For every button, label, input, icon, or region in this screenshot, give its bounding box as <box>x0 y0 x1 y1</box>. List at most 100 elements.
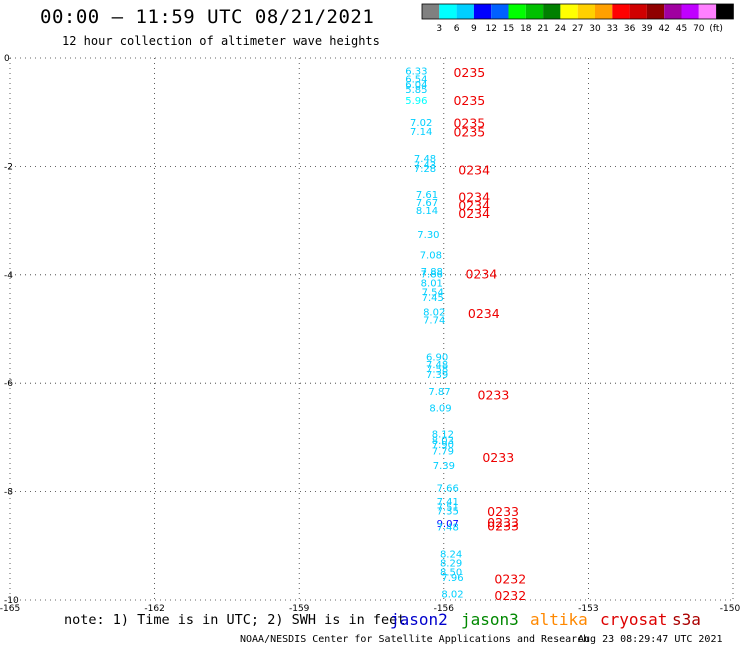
legend-swatch <box>473 4 492 19</box>
pass-time-label: 0233 <box>478 387 510 402</box>
legend-swatch <box>629 4 647 19</box>
wave-height-label: 6.90 <box>426 352 448 363</box>
x-tick-label: -162 <box>144 604 164 614</box>
pass-time-label: 0234 <box>458 206 490 221</box>
legend-label: 12 <box>485 24 496 34</box>
legend-swatch <box>595 4 613 19</box>
wave-height-label: 7.28 <box>414 164 436 175</box>
y-tick-label: -6 <box>4 379 13 389</box>
wave-height-label: 8.24 <box>440 550 462 561</box>
y-tick-label: -10 <box>4 596 19 606</box>
wave-height-label: 7.48 <box>437 523 459 534</box>
wave-height-label: 7.87 <box>428 387 450 398</box>
wave-height-label: 8.12 <box>432 429 454 440</box>
pass-time-label: 0233 <box>487 515 519 530</box>
credit-line: NOAA/NESDIS Center for Satellite Applica… <box>240 634 590 645</box>
wave-height-label: 8.02 <box>423 307 445 318</box>
legend-frame <box>421 3 734 20</box>
legend-swatch <box>612 4 630 19</box>
wave-height-label: 7.90 <box>432 440 454 451</box>
x-tick-label: -159 <box>289 604 310 614</box>
legend-label: 15 <box>503 24 514 34</box>
chart-title: 00:00 – 11:59 UTC 08/21/2021 <box>40 6 375 28</box>
legend-label: 36 <box>624 24 636 34</box>
legend-label: 3 <box>436 24 442 34</box>
wave-height-label: 7.79 <box>432 447 454 458</box>
pass-time-label: 0234 <box>468 306 500 321</box>
wave-height-label: 6.33 <box>405 66 427 77</box>
legend-swatch <box>560 4 578 19</box>
wave-height-label: 7.08 <box>420 251 442 262</box>
wave-height-label: 7.48 <box>414 154 436 165</box>
x-tick-label: -165 <box>0 604 20 614</box>
wave-height-label: 8.02 <box>441 589 463 600</box>
pass-time-label: 0234 <box>465 267 497 282</box>
wave-height-label: 7.54 <box>422 287 444 298</box>
y-tick-label: -4 <box>4 271 13 281</box>
legend-swatch <box>543 4 561 19</box>
legend-label: 18 <box>520 24 532 34</box>
wave-height-label: 7.74 <box>423 316 445 327</box>
wave-height-label: 7.67 <box>416 198 438 209</box>
pass-time-label: 0235 <box>453 125 485 140</box>
pass-time-label: 0235 <box>453 115 485 130</box>
legend-label: 9 <box>471 24 477 34</box>
legend-swatch <box>456 4 474 19</box>
y-tick-label: -2 <box>4 162 13 172</box>
generated-timestamp: Aug 23 08:29:47 UTC 2021 <box>578 634 723 645</box>
satellite-label-s3a: s3a <box>672 610 701 629</box>
y-tick-label: 0 <box>4 54 10 64</box>
wave-height-label: 8.03 <box>432 436 454 447</box>
wave-height-label: 7.45 <box>422 293 444 304</box>
x-tick-label: -150 <box>720 604 740 614</box>
pass-time-label: 0232 <box>494 572 526 587</box>
wave-height-label: 8.50 <box>440 568 462 579</box>
legend-swatch <box>439 4 457 19</box>
pass-time-label: 0234 <box>458 190 490 205</box>
wave-height-label: 7.39 <box>433 461 455 472</box>
pass-time-label: 0233 <box>482 450 514 465</box>
wave-height-label: 7.35 <box>437 506 459 517</box>
wave-height-label: 6.04 <box>405 80 427 91</box>
wave-height-label: 7.30 <box>417 230 439 241</box>
legend-label: 39 <box>641 24 653 34</box>
legend-swatch <box>577 4 595 19</box>
satellite-label-cryosat: cryosat <box>600 610 668 629</box>
wave-height-label: 7.51 <box>437 503 459 514</box>
color-legend: 3 6 9 12 15 18 21 24 27 30 33 36 39 42 45 70 (ft) <box>421 3 734 34</box>
legend-label: (ft) <box>709 24 723 34</box>
legend-label: 42 <box>658 24 669 34</box>
pass-time-label: 0232 <box>494 588 526 603</box>
legend-swatch <box>664 4 682 19</box>
legend-label: 33 <box>607 24 618 34</box>
pass-time-label: 0235 <box>453 65 485 80</box>
wave-height-label: 7.02 <box>410 118 432 129</box>
legend-label: 27 <box>572 24 583 34</box>
pass-time-label: 0234 <box>458 163 490 178</box>
legend-label: 30 <box>589 24 601 34</box>
footnote: note: 1) Time is in UTC; 2) SWH is in fe… <box>64 612 406 628</box>
legend-label: 70 <box>693 24 705 34</box>
legend-swatch <box>422 4 440 19</box>
wave-height-label: 6.54 <box>405 74 427 85</box>
chart-subtitle: 12 hour collection of altimeter wave hei… <box>62 34 380 48</box>
y-tick-label: -8 <box>4 488 13 498</box>
legend-label: 21 <box>537 24 548 34</box>
legend-swatch <box>716 4 734 19</box>
wave-height-label: 5.96 <box>405 96 427 107</box>
x-tick-label: -156 <box>434 604 455 614</box>
wave-height-label: 7.88 <box>421 267 443 278</box>
wave-height-label: 7.39 <box>426 370 448 381</box>
legend-swatch <box>525 4 544 19</box>
wave-height-label: 7.48 <box>426 360 448 371</box>
legend-swatch <box>508 4 526 19</box>
wave-height-label: 7.58 <box>426 364 448 375</box>
legend-swatch <box>491 4 509 19</box>
legend-swatch <box>646 4 665 19</box>
wave-height-label: 7.66 <box>437 484 459 495</box>
pass-time-label: 0233 <box>487 519 519 534</box>
pass-time-label: 0235 <box>453 93 485 108</box>
legend-swatch <box>698 4 717 19</box>
